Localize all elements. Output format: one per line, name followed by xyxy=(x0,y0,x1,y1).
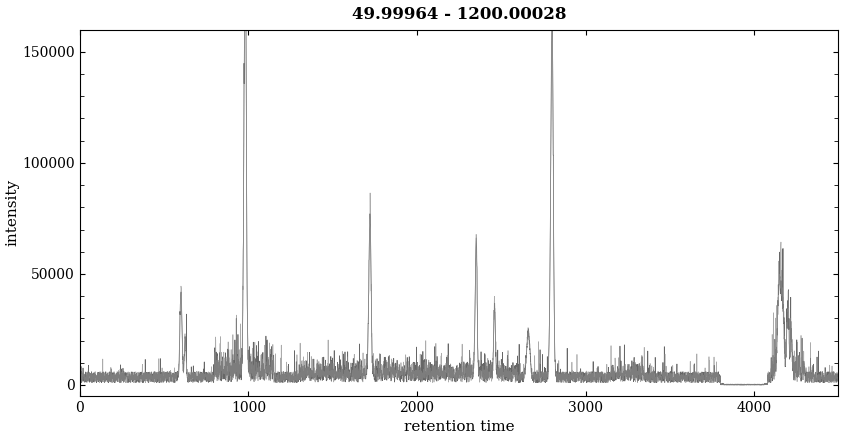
Title: 49.99964 - 1200.00028: 49.99964 - 1200.00028 xyxy=(352,6,566,22)
X-axis label: retention time: retention time xyxy=(403,421,515,434)
Y-axis label: intensity: intensity xyxy=(6,179,19,246)
